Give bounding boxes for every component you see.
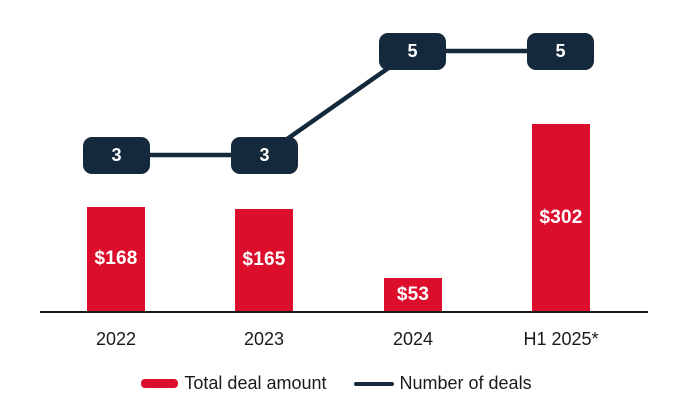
deal-count-label-h1-2025: 5 — [555, 41, 566, 61]
x-axis-label-2024: 2024 — [392, 329, 434, 349]
legend-bar-swatch — [141, 379, 179, 388]
x-axis-label-h1-2025: H1 2025* — [523, 329, 599, 349]
deal-count-marker-2024: 5 — [379, 33, 446, 70]
bar-value-label-2023: $165 — [242, 249, 286, 270]
legend-line-swatch — [353, 381, 394, 386]
deal-count-marker-2023: 3 — [231, 137, 298, 174]
bar-2024: $53 — [384, 278, 442, 311]
deal-count-marker-2022: 3 — [83, 137, 150, 174]
deal-count-label-2023: 3 — [259, 145, 270, 165]
x-axis-label-2023: 2023 — [243, 329, 285, 349]
deal-count-marker-h1-2025: 5 — [527, 33, 594, 70]
legend-item-number-of-deals: Number of deals — [353, 373, 532, 394]
legend-label-total-deal-amount: Total deal amount — [184, 373, 327, 393]
bar-h1-2025: $302 — [532, 124, 590, 311]
x-axis-line — [40, 311, 648, 313]
bar-value-label-h1-2025: $302 — [539, 206, 583, 228]
legend: Total deal amount Number of deals — [0, 373, 673, 394]
deal-count-label-2022: 3 — [111, 145, 122, 165]
bar-value-label-2022: $168 — [94, 248, 138, 269]
bar-2022: $168 — [87, 207, 145, 311]
legend-item-total-deal-amount: Total deal amount — [141, 373, 327, 394]
deal-count-label-2024: 5 — [407, 41, 418, 61]
legend-label-number-of-deals: Number of deals — [399, 373, 532, 393]
bar-2023: $165 — [235, 209, 293, 311]
bar-value-label-2024: $53 — [396, 283, 430, 305]
x-axis-label-2022: 2022 — [95, 329, 137, 349]
